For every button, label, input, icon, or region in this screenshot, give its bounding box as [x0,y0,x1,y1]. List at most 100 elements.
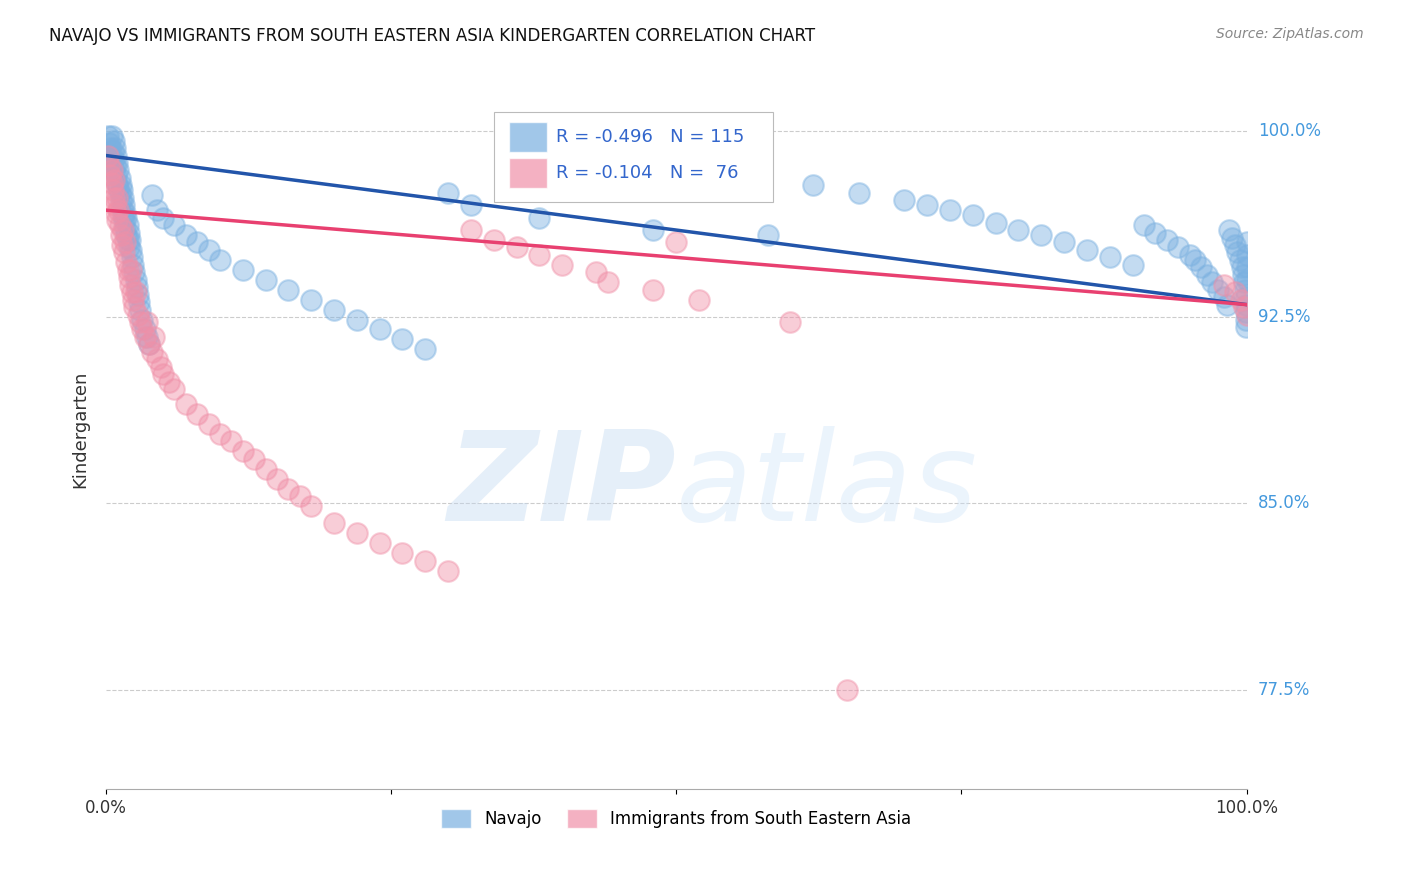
Point [756,227,779,242]
Point [1076,243,1098,257]
Point [596,275,619,289]
Point [1098,251,1121,265]
Point [254,461,277,475]
Point [915,198,938,212]
Point [1234,305,1257,319]
Point [939,203,962,218]
Point [100,141,122,155]
Point [299,499,322,513]
Point [848,186,870,200]
Point [1201,275,1223,289]
Text: 100.0%: 100.0% [1258,121,1320,140]
Point [111,183,134,197]
Point [1133,218,1156,232]
Point [529,211,551,225]
Point [1144,226,1167,240]
Point [105,156,128,170]
Point [124,265,146,279]
Point [107,181,129,195]
Point [1031,227,1053,242]
Point [277,283,299,297]
Point [1226,245,1249,260]
Point [174,227,197,242]
Point [110,193,132,207]
Point [1230,260,1253,275]
Point [174,397,197,411]
Point [1233,275,1256,289]
Point [100,176,122,190]
Point [1236,248,1258,262]
Text: 92.5%: 92.5% [1258,308,1310,326]
Point [1232,268,1254,282]
Point [115,227,138,242]
Point [111,201,134,215]
Point [104,158,127,172]
Text: NAVAJO VS IMMIGRANTS FROM SOUTH EASTERN ASIA KINDERGARTEN CORRELATION CHART: NAVAJO VS IMMIGRANTS FROM SOUTH EASTERN … [49,27,815,45]
Point [101,144,124,158]
Point [138,337,160,351]
Point [103,134,125,148]
Point [131,312,153,326]
Point [112,198,135,212]
Point [551,258,574,272]
Point [115,211,138,225]
Point [688,293,710,307]
Point [107,163,129,178]
Point [368,322,391,336]
Point [97,128,120,143]
Point [299,293,322,307]
FancyBboxPatch shape [509,122,547,153]
Point [127,287,149,301]
Point [893,193,915,207]
Point [1212,277,1234,292]
Point [346,526,368,541]
Point [114,220,136,235]
Point [111,191,134,205]
Point [1230,293,1253,307]
Point [101,153,124,168]
Point [197,243,219,257]
Point [124,300,146,314]
Point [585,265,607,279]
Text: atlas: atlas [676,426,979,547]
Point [643,283,665,297]
Point [124,285,146,300]
Point [232,444,254,458]
Point [1053,235,1076,250]
Point [100,163,122,178]
Point [1236,260,1258,275]
Point [103,163,125,178]
Point [437,186,460,200]
Point [100,148,122,162]
Point [1234,312,1257,326]
Point [437,564,460,578]
Point [243,451,266,466]
Point [118,226,141,240]
Point [114,205,136,219]
Point [157,375,180,389]
FancyBboxPatch shape [494,112,773,202]
Text: 85.0%: 85.0% [1258,494,1310,512]
Point [100,169,122,183]
Point [111,238,134,252]
Point [505,240,527,254]
Legend: Navajo, Immigrants from South Eastern Asia: Navajo, Immigrants from South Eastern As… [434,803,918,835]
Point [1167,240,1189,254]
Y-axis label: Kindergarten: Kindergarten [72,370,89,488]
Point [323,302,346,317]
Point [149,359,172,374]
Point [104,141,127,155]
Point [1234,283,1257,297]
Point [112,213,135,227]
Point [146,352,169,367]
Point [482,233,505,247]
Point [103,173,125,187]
Point [141,344,163,359]
Point [460,223,482,237]
Point [288,489,311,503]
Point [152,211,174,225]
Point [529,248,551,262]
Point [163,382,186,396]
Point [136,330,159,344]
Point [118,277,141,292]
